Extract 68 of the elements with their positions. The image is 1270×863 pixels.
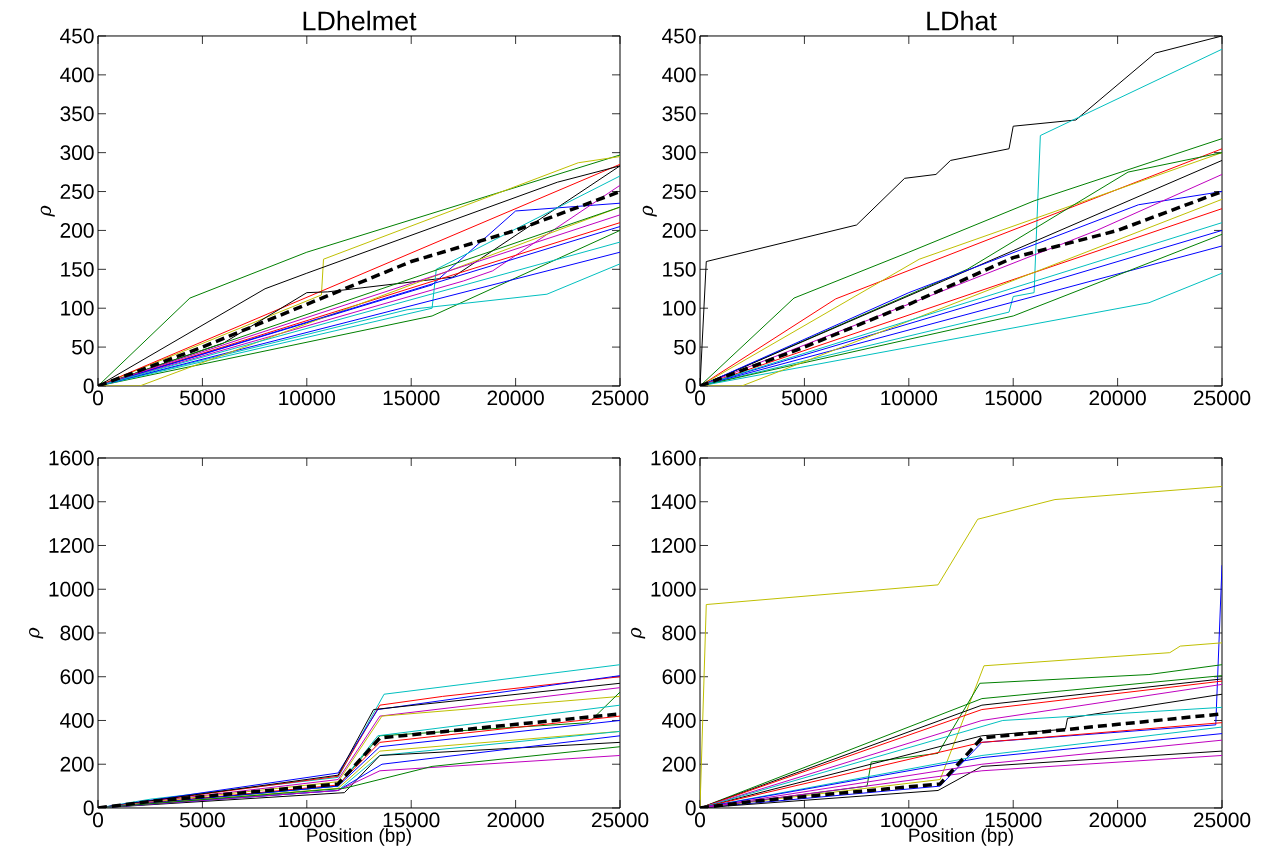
y-tick-label: 1600 <box>49 450 94 466</box>
chart-title: LDhelmet <box>303 10 417 31</box>
x-tick-label: 15000 <box>985 390 1042 406</box>
y-axis-title: ρ <box>642 205 657 217</box>
x-tick-label: 20000 <box>487 812 544 828</box>
x-tick-label: 10000 <box>279 390 336 406</box>
y-tick-label: 1400 <box>651 494 696 510</box>
x-tick-label: 15000 <box>985 812 1042 828</box>
x-tick-label: 0 <box>695 390 706 406</box>
y-tick-label: 350 <box>662 106 696 122</box>
x-tick-label: 5000 <box>781 812 827 828</box>
y-axis-title: ρ <box>29 627 44 639</box>
y-tick-label: 1600 <box>651 450 696 466</box>
y-tick-label: 100 <box>663 300 696 316</box>
x-tick-label: 15000 <box>383 390 440 406</box>
y-tick-label: 100 <box>61 300 94 316</box>
y-tick-label: 150 <box>61 261 94 277</box>
y-tick-label: 300 <box>60 145 94 161</box>
x-tick-label: 5000 <box>781 390 827 406</box>
x-tick-label: 15000 <box>383 812 440 828</box>
x-tick-label: 5000 <box>179 812 225 828</box>
y-tick-label: 50 <box>674 339 696 355</box>
y-tick-label: 0 <box>83 378 94 394</box>
y-tick-label: 0 <box>83 800 94 816</box>
y-tick-label: 350 <box>60 106 94 122</box>
y-tick-label: 150 <box>663 261 696 277</box>
y-tick-label: 1000 <box>49 581 94 597</box>
x-axis-title: Position (bp) <box>307 828 411 846</box>
y-tick-label: 200 <box>60 756 94 772</box>
y-tick-label: 0 <box>685 800 696 816</box>
y-tick-label: 1200 <box>49 538 94 553</box>
y-tick-label: 600 <box>662 669 696 685</box>
y-tick-label: 250 <box>662 184 696 199</box>
x-tick-label: 10000 <box>881 812 938 828</box>
y-tick-label: 200 <box>662 223 696 238</box>
x-tick-label: 0 <box>695 812 706 828</box>
x-tick-label: 5000 <box>179 390 225 406</box>
y-tick-label: 1400 <box>49 494 94 510</box>
x-tick-label: 10000 <box>279 812 336 828</box>
x-tick-label: 10000 <box>881 390 938 406</box>
y-tick-label: 450 <box>662 28 696 44</box>
y-tick-label: 800 <box>60 625 94 641</box>
y-axis-title: ρ <box>40 205 55 217</box>
y-tick-label: 800 <box>662 625 696 641</box>
y-tick-label: 200 <box>662 756 696 772</box>
x-tick-label: 25000 <box>1193 812 1251 828</box>
y-tick-label: 250 <box>60 184 94 199</box>
y-tick-label: 300 <box>662 145 696 161</box>
y-tick-label: 400 <box>60 67 94 83</box>
y-tick-label: 400 <box>60 713 94 728</box>
x-tick-label: 25000 <box>591 390 649 406</box>
y-axis-title: ρ <box>631 627 646 639</box>
x-tick-label: 20000 <box>487 390 544 406</box>
chart-title: LDhat <box>927 10 997 31</box>
x-axis-title: Position (bp) <box>909 828 1013 846</box>
x-tick-label: 20000 <box>1089 390 1146 406</box>
y-tick-label: 50 <box>72 339 94 355</box>
y-tick-label: 200 <box>60 223 94 238</box>
y-tick-label: 450 <box>60 28 94 44</box>
y-tick-label: 600 <box>60 669 94 685</box>
x-tick-label: 25000 <box>1193 390 1251 406</box>
y-tick-label: 400 <box>662 67 696 83</box>
y-tick-label: 1000 <box>651 581 696 597</box>
y-tick-label: 400 <box>662 713 696 728</box>
y-tick-label: 0 <box>685 378 696 394</box>
x-tick-label: 20000 <box>1089 812 1146 828</box>
y-tick-label: 1200 <box>651 538 696 553</box>
x-tick-label: 25000 <box>591 812 649 828</box>
